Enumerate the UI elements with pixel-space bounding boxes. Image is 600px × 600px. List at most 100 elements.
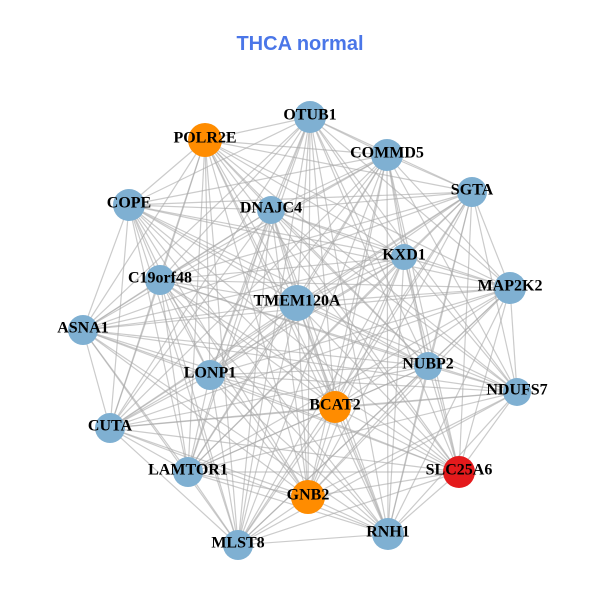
node-SGTA (457, 177, 487, 207)
edge-BCAT2-SLC25A6 (334, 406, 460, 473)
edge-LONP1-GNB2 (209, 374, 309, 498)
edge-MAP2K2-C19orf48 (159, 279, 511, 289)
edge-ASNA1-NDUFS7 (82, 329, 518, 393)
edge-DNAJC4-MAP2K2 (270, 209, 511, 289)
edge-OTUB1-COPE (128, 116, 311, 206)
edge-COMMD5-BCAT2 (334, 154, 388, 408)
edge-BCAT2-LAMTOR1 (187, 406, 336, 473)
edge-SGTA-C19orf48 (159, 191, 473, 281)
edge-DNAJC4-NDUFS7 (270, 209, 518, 393)
edge-BCAT2-RNH1 (334, 406, 389, 535)
edge-LONP1-NDUFS7 (209, 374, 518, 393)
edge-ASNA1-GNB2 (82, 329, 309, 498)
edge-DNAJC4-LAMTOR1 (187, 209, 272, 473)
edge-LONP1-MLST8 (209, 374, 239, 546)
node-KXD1 (391, 244, 417, 270)
edge-MAP2K2-CUTA (109, 287, 511, 429)
edge-COMMD5-COPE (128, 154, 388, 206)
node-RNH1 (372, 518, 404, 550)
edge-LAMTOR1-GNB2 (187, 471, 309, 498)
node-C19orf48 (145, 265, 175, 295)
edge-NUBP2-SLC25A6 (427, 365, 460, 473)
edge-KXD1-LAMTOR1 (187, 256, 405, 473)
edge-COMMD5-CUTA (109, 154, 388, 429)
edge-C19orf48-GNB2 (159, 279, 309, 498)
edge-COPE-SLC25A6 (128, 204, 460, 473)
edge-BCAT2-MLST8 (237, 406, 336, 546)
edge-CUTA-SLC25A6 (109, 427, 460, 473)
edge-KXD1-NDUFS7 (403, 256, 518, 393)
edge-NDUFS7-SLC25A6 (458, 391, 518, 473)
edge-OTUB1-MAP2K2 (309, 116, 511, 289)
node-TMEM120A (279, 285, 315, 321)
edge-NUBP2-RNH1 (387, 365, 429, 535)
edge-OTUB1-RNH1 (309, 116, 389, 535)
edge-TMEM120A-LONP1 (209, 302, 298, 376)
node-MLST8 (223, 530, 253, 560)
edge-MAP2K2-LAMTOR1 (187, 287, 511, 473)
edge-C19orf48-CUTA (109, 279, 161, 429)
edge-POLR2E-MAP2K2 (204, 139, 511, 289)
edge-TMEM120A-GNB2 (296, 302, 309, 498)
edge-CUTA-MLST8 (109, 427, 239, 546)
edge-LONP1-RNH1 (209, 374, 389, 535)
edge-SGTA-MAP2K2 (471, 191, 511, 289)
edge-ASNA1-SLC25A6 (82, 329, 460, 473)
edge-COMMD5-ASNA1 (82, 154, 388, 331)
edge-OTUB1-KXD1 (309, 116, 405, 258)
edge-KXD1-NUBP2 (403, 256, 429, 367)
edge-SLC25A6-MLST8 (237, 471, 460, 546)
edge-OTUB1-POLR2E (204, 116, 311, 141)
edge-C19orf48-ASNA1 (82, 279, 161, 331)
edge-NUBP2-NDUFS7 (427, 365, 518, 393)
edge-C19orf48-RNH1 (159, 279, 389, 535)
edge-COPE-LAMTOR1 (128, 204, 189, 473)
nodes-layer (68, 101, 531, 560)
edge-NUBP2-LONP1 (209, 365, 429, 376)
edge-SGTA-COPE (128, 191, 473, 206)
edge-MAP2K2-SLC25A6 (458, 287, 511, 473)
node-BCAT2 (319, 391, 351, 423)
edge-KXD1-MAP2K2 (403, 256, 511, 289)
edge-MAP2K2-TMEM120A (296, 287, 511, 304)
edge-NUBP2-CUTA (109, 365, 429, 429)
edge-COPE-DNAJC4 (128, 204, 272, 211)
edge-POLR2E-ASNA1 (82, 139, 206, 331)
edge-NUBP2-MLST8 (237, 365, 429, 546)
edge-KXD1-TMEM120A (296, 256, 405, 304)
edge-MAP2K2-NDUFS7 (509, 287, 518, 393)
edge-C19orf48-LONP1 (159, 279, 211, 376)
node-LAMTOR1 (173, 457, 203, 487)
node-SLC25A6 (443, 456, 475, 488)
edge-MAP2K2-BCAT2 (334, 287, 511, 408)
edge-CUTA-RNH1 (109, 427, 389, 535)
edge-ASNA1-RNH1 (82, 329, 389, 535)
edge-CUTA-GNB2 (109, 427, 309, 498)
edge-NUBP2-GNB2 (307, 365, 429, 498)
edge-DNAJC4-RNH1 (270, 209, 389, 535)
edge-OTUB1-C19orf48 (159, 116, 311, 281)
edge-POLR2E-GNB2 (204, 139, 309, 498)
edge-COPE-TMEM120A (128, 204, 298, 304)
node-POLR2E (188, 123, 222, 157)
edge-NDUFS7-LAMTOR1 (187, 391, 518, 473)
edge-POLR2E-RNH1 (204, 139, 389, 535)
edge-TMEM120A-NDUFS7 (296, 302, 518, 393)
edge-LAMTOR1-RNH1 (187, 471, 389, 535)
edge-C19orf48-NDUFS7 (159, 279, 518, 393)
edge-NDUFS7-GNB2 (307, 391, 518, 498)
node-DNAJC4 (257, 196, 285, 224)
edge-DNAJC4-GNB2 (270, 209, 309, 498)
edge-POLR2E-TMEM120A (204, 139, 298, 304)
edge-COPE-MLST8 (128, 204, 239, 546)
edge-COPE-CUTA (109, 204, 130, 429)
node-NUBP2 (414, 352, 442, 380)
node-GNB2 (291, 480, 325, 514)
edge-SLC25A6-GNB2 (307, 471, 460, 498)
edge-TMEM120A-MLST8 (237, 302, 298, 546)
edge-MAP2K2-RNH1 (387, 287, 511, 535)
edge-LONP1-CUTA (109, 374, 211, 429)
node-ASNA1 (68, 315, 98, 345)
